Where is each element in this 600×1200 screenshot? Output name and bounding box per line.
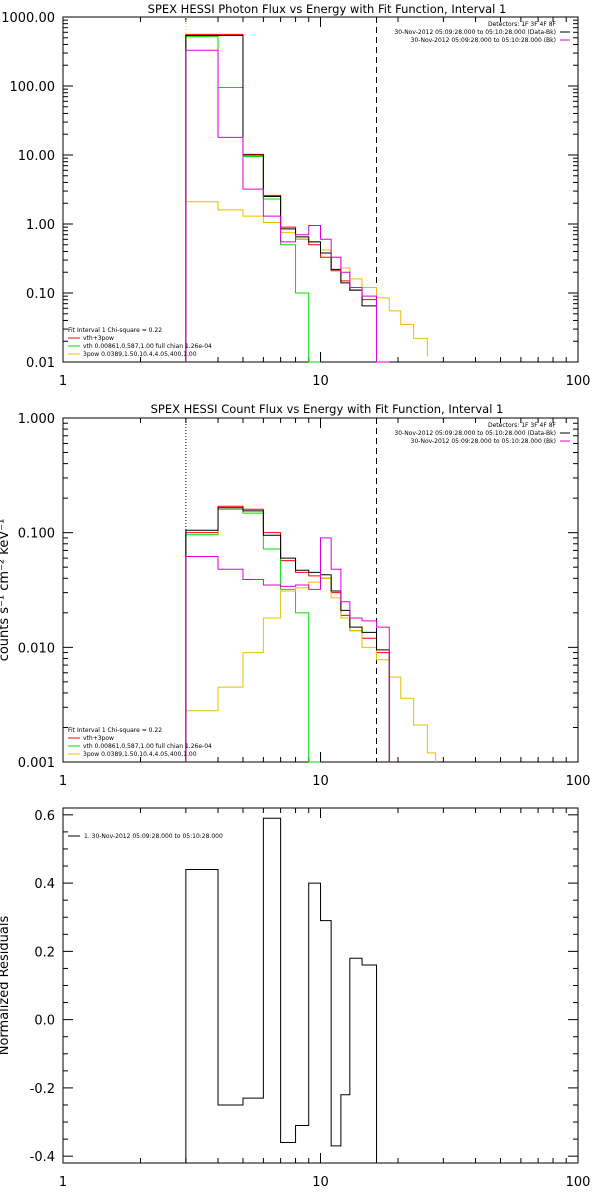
photon-flux-title: SPEX HESSI Photon Flux vs Energy with Fi… — [148, 2, 507, 16]
photon-flux-panel: SPEX HESSI Photon Flux vs Energy with Fi… — [1, 2, 590, 389]
x-tick-label: 10 — [312, 774, 329, 789]
series-line — [185, 507, 390, 762]
legend-text: vth 0.00861,0.587,1.00 full chian 1.26e-… — [83, 343, 212, 350]
legend-text: Detectors: 1F 3F 4F 8F — [488, 21, 557, 28]
y-axis-label: counts s⁻¹ cm⁻² keV⁻¹ — [0, 519, 12, 662]
series-line — [185, 49, 390, 363]
count-flux-marks: 1 10 100 0.001 0.010 0.100 1.000 counts s⁻¹ cm⁻… — [0, 412, 590, 789]
x-tick-label: 10 — [312, 374, 329, 389]
x-tick-label: 100 — [566, 1175, 591, 1190]
legend-text: 30-Nov-2012 05:09:28.000 to 05:10:28.000… — [394, 430, 556, 437]
y-tick-label: 0.6 — [34, 809, 55, 824]
residuals-panel: 1 10 100 -0.4 -0.2 0.0 0.2 0.4 0.6 Normalized Res… — [0, 807, 590, 1190]
y-tick-label: 0.010 — [18, 641, 55, 656]
y-tick-label: 1.00 — [26, 218, 55, 233]
x-tick-label: 100 — [566, 374, 591, 389]
x-tick-label: 1 — [59, 374, 67, 389]
y-tick-label: 0.0 — [34, 1014, 55, 1029]
y-tick-label: 0.001 — [18, 756, 55, 771]
legend-text: 30-Nov-2012 05:09:28.000 to 05:10:28.000… — [411, 438, 556, 445]
legend-text: 1. 30-Nov-2012 05:09:28.000 to 05:10:28.… — [84, 833, 223, 840]
y-tick-label: 0.01 — [26, 356, 55, 371]
y-axis-label: Normalized Residuals — [0, 916, 12, 1056]
y-tick-label: 1.000 — [18, 412, 55, 427]
legend-text: vth+3pow — [83, 735, 114, 742]
y-tick-label: -0.2 — [30, 1082, 55, 1097]
y-tick-label: 1000.00 — [1, 11, 55, 26]
y-tick-label: 100.00 — [10, 80, 56, 95]
legend-text: 3pow 0.0389,1.50,10.4,4.05,400,1.00 — [83, 351, 197, 358]
legend-text: 3pow 0.0389,1.50,10.4,4.05,400,1.00 — [83, 751, 197, 758]
y-tick-label: 10.00 — [18, 149, 55, 164]
legend-text: Detectors: 1F 3F 4F 8F — [488, 422, 557, 429]
count-flux-panel: SPEX HESSI Count Flux vs Energy with Fit… — [0, 402, 590, 789]
count-flux-title: SPEX HESSI Count Flux vs Energy with Fit… — [151, 402, 504, 416]
legend-text: vth 0.00861,0.587,1.00 full chian 1.26e-… — [83, 743, 212, 750]
legend-text: Fit Interval 1 Chi-square = 0.22 — [68, 727, 162, 734]
x-tick-label: 1 — [59, 1175, 67, 1190]
y-tick-label: 0.2 — [34, 945, 55, 960]
legend-text: 30-Nov-2012 05:09:28.000 to 05:10:28.000… — [411, 37, 556, 44]
series-line — [185, 577, 437, 762]
legend-text: 30-Nov-2012 05:09:28.000 to 05:10:28.000… — [394, 29, 556, 36]
x-tick-label: 100 — [566, 774, 591, 789]
y-tick-label: 0.4 — [34, 877, 55, 892]
legend-text: Fit Interval 1 Chi-square = 0.22 — [68, 327, 162, 334]
photon-flux-marks: 1 10 100 0.01 0.10 1.00 10.00 100.00 1000.00 Dete… — [1, 11, 590, 389]
legend-text: vth+3pow — [83, 335, 114, 342]
x-tick-label: 10 — [312, 1175, 329, 1190]
y-tick-label: 0.100 — [18, 527, 55, 542]
series-line — [185, 817, 378, 1163]
residuals-marks: 1 10 100 -0.4 -0.2 0.0 0.2 0.4 0.6 Normalized Res… — [0, 808, 590, 1190]
y-tick-label: 0.10 — [26, 287, 55, 302]
x-tick-label: 1 — [59, 774, 67, 789]
series-line — [185, 537, 390, 762]
y-tick-label: -0.4 — [30, 1150, 55, 1165]
